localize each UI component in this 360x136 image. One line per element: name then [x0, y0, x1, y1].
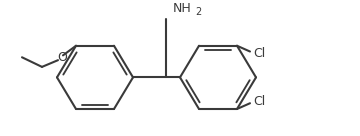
Text: Cl: Cl — [253, 47, 265, 60]
Text: Cl: Cl — [253, 95, 265, 108]
Text: NH: NH — [172, 2, 191, 15]
Text: 2: 2 — [195, 7, 201, 17]
Text: O: O — [57, 51, 67, 64]
